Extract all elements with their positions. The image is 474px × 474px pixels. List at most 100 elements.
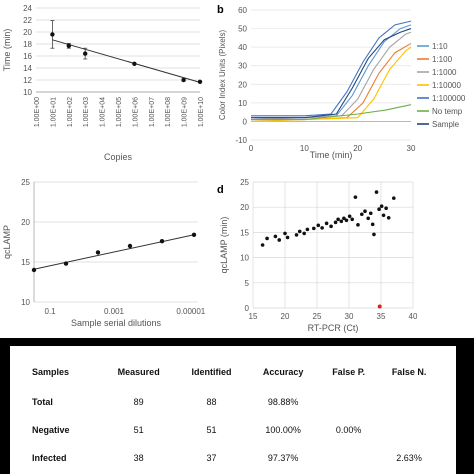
legend-label: 1:100: [432, 55, 453, 64]
data-point: [350, 217, 354, 222]
data-point: [305, 227, 310, 232]
table-row: Infected 38 37 97.37% 2.63%: [26, 444, 440, 472]
data-point: [273, 234, 278, 239]
y-tick-label: 50: [238, 25, 247, 34]
trendline: [52, 39, 201, 83]
data-point: [50, 32, 55, 37]
legend-label: 1:100000: [432, 94, 466, 103]
data-point: [197, 79, 203, 85]
y-tick-label: 14: [23, 64, 32, 73]
data-point: [379, 204, 384, 208]
data-point: [329, 224, 333, 229]
x-tick-label: 1.00E+05: [116, 97, 123, 127]
x-tick-label: 1.00E+00: [34, 97, 41, 127]
cell: 88: [206, 397, 217, 407]
legend-label: No temp: [432, 107, 463, 116]
data-point: [320, 226, 324, 230]
x-tick-label: 1.00E+10: [198, 97, 205, 127]
chart-d: 0 5 10 15 20 25 15 20 25 30 35 40 RT-PCR (Ct) qcLAMP …: [219, 178, 418, 333]
cell: Negative: [32, 425, 70, 435]
x-tick-label: 1.00E+06: [132, 97, 139, 127]
data-point: [265, 236, 269, 241]
data-point: [283, 231, 287, 236]
data-point: [277, 238, 282, 242]
data-point: [384, 206, 388, 211]
y-tick-label: 15: [21, 258, 30, 267]
y-axis-title: Time (min): [2, 29, 12, 72]
x-tick-label: 20: [353, 144, 362, 153]
x-tick-label: 35: [377, 312, 386, 321]
y-tick-label: 20: [23, 28, 32, 37]
x-tick-label: 1.00E+07: [149, 97, 156, 127]
series-line: [251, 42, 412, 121]
data-point: [132, 61, 137, 66]
cell: 51: [206, 425, 217, 435]
x-axis-title: Copies: [104, 152, 133, 162]
data-point: [285, 235, 290, 240]
data-point: [260, 243, 265, 247]
header-measured: Measured: [117, 367, 160, 377]
x-tick-label: 0: [249, 144, 254, 153]
data-point: [347, 214, 352, 219]
legend-label: 1:10000: [432, 81, 461, 90]
y-axis-title: qcLAMP: [2, 225, 12, 259]
header-accuracy: Accuracy: [262, 367, 304, 377]
data-point: [342, 216, 346, 221]
data-point: [127, 243, 133, 249]
cell: 2.63%: [396, 453, 422, 463]
cell: Total: [32, 397, 53, 407]
data-point: [339, 219, 344, 224]
data-point: [324, 221, 329, 226]
cell: 97.37%: [267, 453, 299, 463]
cell: 51: [133, 425, 144, 435]
data-point: [302, 231, 306, 236]
x-tick-label: 25: [313, 312, 322, 321]
x-axis-title: Time (min): [310, 150, 353, 160]
header-false-n: False N.: [391, 367, 427, 377]
panel-a: 10 12 14 16 18 20 22 24 1.00E+00 1.00E+01 1.00E+02…: [0, 0, 212, 165]
x-tick-label: 0.001: [104, 307, 125, 316]
series-line: [251, 20, 412, 117]
data-point: [377, 207, 381, 212]
y-tick-label: 5: [245, 279, 250, 288]
x-tick-label: 1.00E+01: [50, 97, 57, 127]
y-tick-label: 25: [21, 178, 30, 187]
series-line: [251, 104, 412, 121]
data-point: [63, 261, 69, 266]
trendline: [33, 234, 195, 270]
x-tick-label: 0.1: [44, 307, 56, 316]
panel-label-b: b: [217, 4, 224, 16]
legend-label: 1:1000: [432, 68, 457, 77]
x-tick-label: 1.00E+08: [165, 97, 172, 127]
data-point: [336, 217, 340, 222]
cell: 37: [206, 453, 217, 463]
chart-a: 10 12 14 16 18 20 22 24 1.00E+00 1.00E+01 1.00E+02…: [2, 4, 205, 162]
x-tick-label: 1.00E+03: [83, 97, 90, 127]
data-point: [181, 77, 186, 83]
cell: [378, 388, 440, 416]
y-axis-title: qcLAMP (min): [219, 217, 229, 274]
legend-label: Sample: [432, 120, 460, 129]
y-tick-label: 10: [21, 298, 30, 307]
x-axis-title: Sample serial dilutions: [71, 318, 162, 328]
table-row: Total 89 88 98.88%: [26, 388, 440, 416]
data-point: [386, 215, 391, 220]
data-point: [297, 229, 302, 234]
x-tick-label: 1.00E+02: [67, 97, 74, 127]
y-tick-label: -10: [235, 136, 247, 145]
data-point: [312, 226, 316, 231]
data-point: [66, 43, 72, 48]
y-tick-label: 12: [23, 76, 32, 85]
series-line: [251, 28, 412, 119]
y-tick-label: 18: [23, 40, 32, 49]
data-point: [366, 216, 370, 221]
table-panel: [10, 346, 456, 474]
y-tick-label: 22: [23, 16, 32, 25]
cell: [319, 388, 378, 416]
data-point: [31, 267, 37, 273]
header-false-p: False P.: [332, 367, 366, 377]
y-tick-label: 16: [23, 52, 32, 61]
y-tick-label: 0: [245, 304, 250, 313]
cell: [319, 444, 378, 472]
data-point: [356, 223, 360, 227]
